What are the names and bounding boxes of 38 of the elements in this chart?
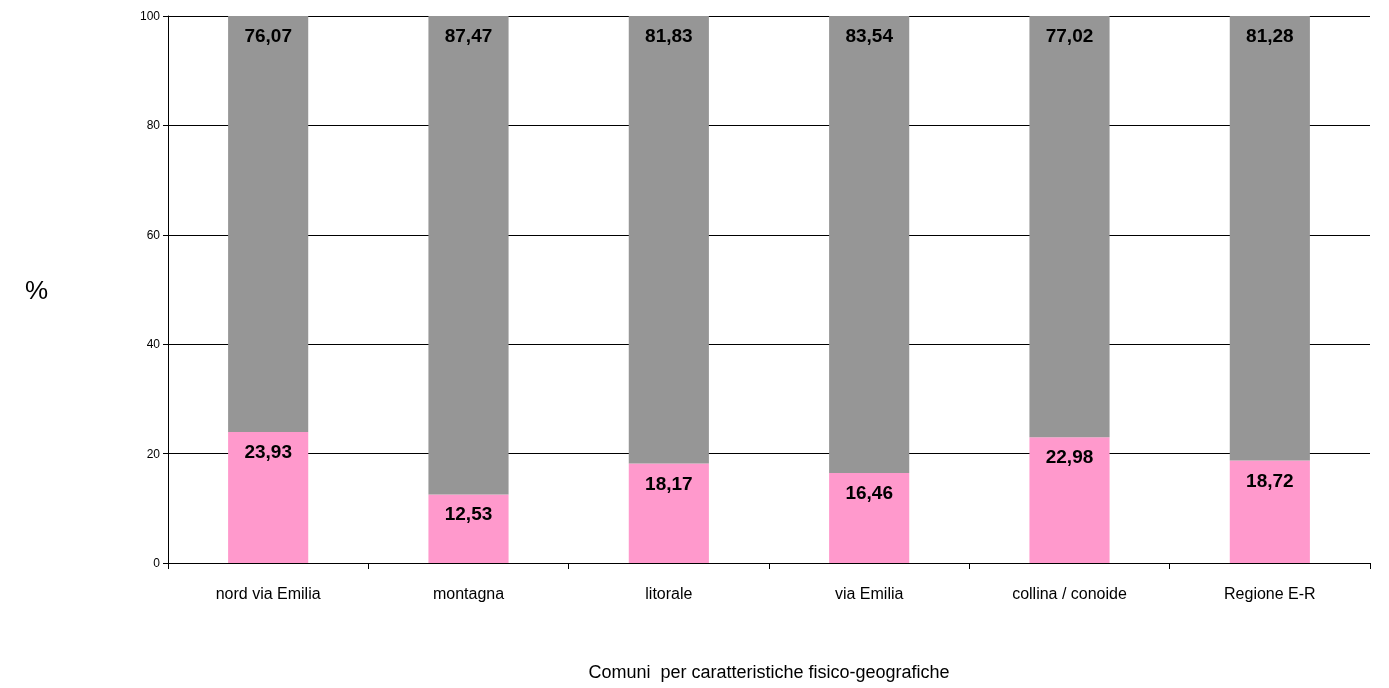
y-tick-label: 0	[153, 556, 161, 570]
data-label: 81,83	[645, 25, 693, 46]
bar	[628, 463, 709, 563]
x-tick-label: Regione E-R	[1224, 584, 1316, 602]
bar	[1229, 460, 1310, 563]
bar	[428, 494, 509, 563]
y-tick-label: 40	[146, 337, 161, 352]
x-axis-title: Comuni per caratteristiche fisico-geografiche	[588, 662, 950, 682]
data-label: 77,02	[1045, 25, 1094, 46]
bar	[1029, 437, 1110, 563]
y-tick-label: 80	[146, 118, 161, 133]
x-tick-label: litorale	[645, 584, 693, 602]
y-axis-title: %	[24, 274, 48, 305]
x-tick-label: montagna	[432, 584, 505, 602]
x-tick-label: nord via Emilia	[215, 584, 321, 602]
data-label: 81,28	[1246, 25, 1294, 46]
data-label: 12,53	[444, 503, 493, 525]
bar	[428, 16, 509, 495]
bar	[628, 16, 709, 464]
y-tick-label: 100	[139, 9, 161, 23]
data-label: 16,46	[845, 481, 893, 503]
data-label: 18,72	[1246, 469, 1294, 491]
bar	[228, 432, 309, 563]
x-tick-label: via Emilia	[834, 584, 904, 602]
data-label: 76,07	[244, 25, 292, 46]
data-label: 22,98	[1045, 446, 1094, 468]
bar	[1029, 16, 1110, 438]
x-tick-label: collina / conoide	[1012, 584, 1127, 602]
data-label: 18,17	[645, 472, 693, 494]
bar	[829, 472, 910, 563]
y-tick-label: 60	[146, 227, 161, 242]
bar	[1229, 16, 1310, 461]
bar	[228, 16, 309, 433]
data-label: 23,93	[244, 441, 292, 463]
data-label: 83,54	[845, 25, 894, 46]
data-label: 87,47	[444, 25, 493, 46]
bar	[829, 16, 910, 473]
y-tick-label: 20	[146, 446, 161, 461]
